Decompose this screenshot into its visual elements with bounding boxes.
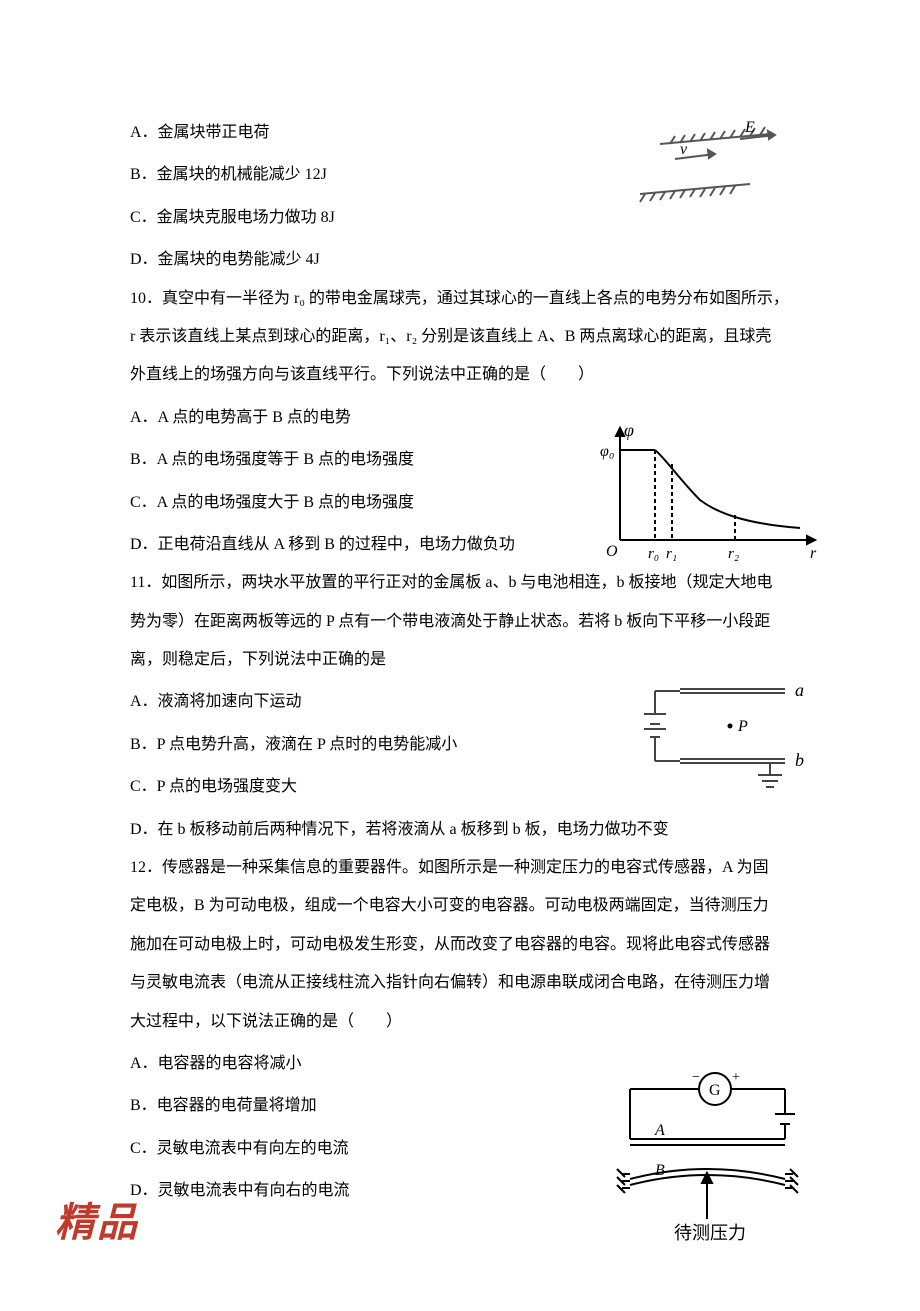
question-10: 10．真空中有一半径为 r₀ 的带电金属球壳，通过其球心的一直线上各点的电势分布… — [130, 280, 790, 565]
q11-label-a: a — [795, 680, 804, 700]
q10-label-phi: φ — [624, 420, 634, 440]
q12-label-plus: + — [732, 1070, 740, 1085]
q11-option-D: D．在 b 板移动前后两种情况下，若将液滴从 a 板移到 b 板，电场力做功不变 — [130, 811, 790, 849]
q12-stem-3: 施加在可动电极上时，可动电极发生形变，从而改变了电容器的电容。现将此电容式传感器 — [130, 926, 790, 964]
q9-option-D: D．金属块的电势能减少 4J — [130, 241, 790, 279]
q11-figure: a b P — [620, 669, 820, 799]
q12-label-A: A — [654, 1122, 665, 1139]
q12-stem-1: 12．传感器是一种采集信息的重要器件。如图所示是一种测定压力的电容式传感器，A … — [130, 849, 790, 887]
q11-label-P: P — [737, 718, 748, 735]
q12-label-G: G — [709, 1082, 721, 1099]
q10-label-O: O — [606, 543, 618, 560]
q12-stem-4: 与灵敏电流表（电流从正接线柱流入指针向右偏转）和电源串联成闭合电路，在待测压力增 — [130, 964, 790, 1002]
q10-label-r: r — [810, 545, 817, 562]
watermark-logo: 精品 — [55, 1175, 139, 1271]
q9-figure: v E — [620, 104, 790, 214]
q10-label-r2: r₂ — [728, 546, 739, 562]
q12-label-B: B — [655, 1162, 665, 1179]
q12-stem-5: 大过程中，以下说法正确的是（ ） — [130, 1003, 790, 1041]
q12-label-force: 待测压力 — [674, 1223, 746, 1243]
question-12: 12．传感器是一种采集信息的重要器件。如图所示是一种测定压力的电容式传感器，A … — [130, 849, 790, 1211]
q11-stem-2: 势为零）在距离两板等远的 P 点有一个带电液滴处于静止状态。若将 b 板向下平移… — [130, 603, 790, 641]
question-11: 11．如图所示，两块水平放置的平行正对的金属板 a、b 与电池相连，b 板接地（… — [130, 564, 790, 849]
q10-figure: φ φ₀ O r₀ r₁ r₂ r — [600, 420, 830, 570]
q10-label-r1: r₁ — [666, 546, 677, 562]
question-9: v E A．金属块带正电荷 B．金属块的机械能减少 12J C．金属块克服电场力… — [130, 114, 790, 280]
q10-stem-3: 外直线上的场强方向与该直线平行。下列说法中正确的是（ ） — [130, 356, 790, 394]
q10-label-r0: r₀ — [648, 546, 659, 562]
q9-label-v: v — [680, 141, 688, 158]
q9-label-E: E — [744, 119, 755, 136]
q10-stem-2: r 表示该直线上某点到球心的距离，r₁、r₂ 分别是该直线上 A、B 两点离球心… — [130, 318, 790, 356]
q10-stem-1: 10．真空中有一半径为 r₀ 的带电金属球壳，通过其球心的一直线上各点的电势分布… — [130, 280, 790, 318]
q12-figure: G − + A B 待测压力 — [600, 1069, 810, 1249]
q11-stem-1: 11．如图所示，两块水平放置的平行正对的金属板 a、b 与电池相连，b 板接地（… — [130, 564, 790, 602]
q12-stem-2: 定电极，B 为可动电极，组成一个电容大小可变的电容器。可动电极两端固定，当待测压… — [130, 887, 790, 925]
q10-label-phi0: φ₀ — [600, 443, 614, 460]
q11-label-b: b — [795, 750, 804, 770]
q12-label-minus: − — [692, 1070, 700, 1085]
